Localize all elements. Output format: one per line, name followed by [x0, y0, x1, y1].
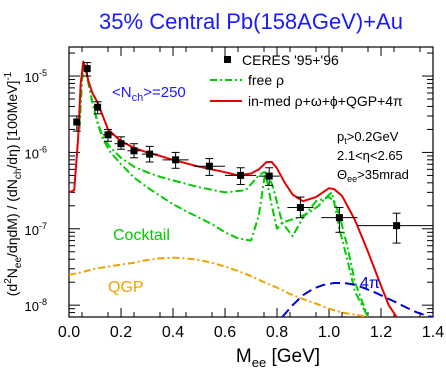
data-point	[287, 196, 314, 219]
x-tick-label: 0.0	[58, 324, 80, 341]
model-curves	[69, 60, 433, 317]
data-marker	[335, 214, 343, 222]
y-axis-label: (d2Nee/dηdM) / (dNch/dη) [100MeV]-1	[3, 71, 24, 296]
y-tick-label: 10-8	[25, 297, 47, 314]
legend-marker-ceres	[224, 56, 231, 63]
data-marker	[73, 118, 81, 126]
legend-label-in-med: in-med ρ+ω+ϕ+QGP+4π	[248, 93, 403, 109]
y-tick-label: 10-7	[25, 221, 47, 238]
cut-pt: pt>0.2GeV	[337, 129, 399, 146]
data-point	[102, 128, 114, 142]
x-tick-label: 0.8	[266, 324, 288, 341]
legend: CERES '95+'96 free ρ in-med ρ+ω+ϕ+QGP+4π	[210, 52, 403, 109]
cuts-annotation: pt>0.2GeV 2.1<η<2.65 Θee>35mrad	[337, 129, 409, 184]
data-point	[321, 207, 358, 233]
data-point	[162, 151, 189, 169]
data-marker	[117, 140, 125, 148]
data-marker	[296, 204, 304, 212]
data-marker	[393, 222, 401, 230]
data-marker	[83, 65, 91, 73]
data-point	[72, 115, 81, 132]
data-marker	[130, 147, 138, 155]
data-marker	[94, 103, 102, 111]
axis-ticks: 0.0 0.2 0.4 0.6 0.8 1.0 1.2 1.4 10-8 10-7 10-6 10-5	[25, 47, 444, 341]
cocktail-label: Cocktail	[113, 227, 170, 244]
x-tick-label: 0.6	[214, 324, 236, 341]
data-point	[141, 145, 158, 163]
data-point	[193, 158, 225, 176]
legend-label-free-rho: free ρ	[248, 72, 284, 88]
data-point	[357, 212, 433, 244]
x-tick-label: 1.2	[370, 324, 392, 341]
x-tick-label: 1.4	[422, 324, 444, 341]
data-marker	[146, 150, 154, 158]
four-pi-curve	[281, 282, 433, 317]
nch-annotation: <Nch>=250	[112, 84, 186, 104]
data-marker	[265, 172, 273, 180]
chart-title: 35% Central Pb(158AGeV)+Au	[99, 9, 403, 34]
in-medium-curve	[69, 60, 398, 317]
y-tick-label: 10-5	[25, 68, 47, 85]
data-marker	[172, 156, 180, 164]
data-point	[127, 143, 141, 159]
x-axis-label: Mee [GeV]	[236, 346, 320, 370]
x-tick-label: 0.4	[162, 324, 184, 341]
data-points	[72, 62, 433, 244]
four-pi-label: 4π	[360, 275, 380, 292]
x-tick-label: 1.0	[318, 324, 340, 341]
data-point	[114, 136, 128, 150]
y-tick-label: 10-6	[25, 144, 47, 161]
plot-frame	[68, 46, 434, 318]
data-marker	[237, 171, 245, 179]
cut-theta: Θee>35mrad	[337, 167, 409, 184]
data-point	[225, 167, 257, 186]
data-marker	[104, 131, 112, 139]
qgp-label: QGP	[108, 279, 144, 296]
data-marker	[205, 162, 213, 170]
free-rho-curve	[78, 63, 369, 317]
legend-label-ceres: CERES '95+'96	[242, 52, 339, 68]
cut-eta: 2.1<η<2.65	[337, 148, 403, 163]
x-tick-label: 0.2	[110, 324, 132, 341]
data-point	[258, 167, 280, 186]
data-point	[83, 62, 92, 77]
qgp-curve	[69, 256, 369, 317]
data-point	[93, 101, 102, 115]
